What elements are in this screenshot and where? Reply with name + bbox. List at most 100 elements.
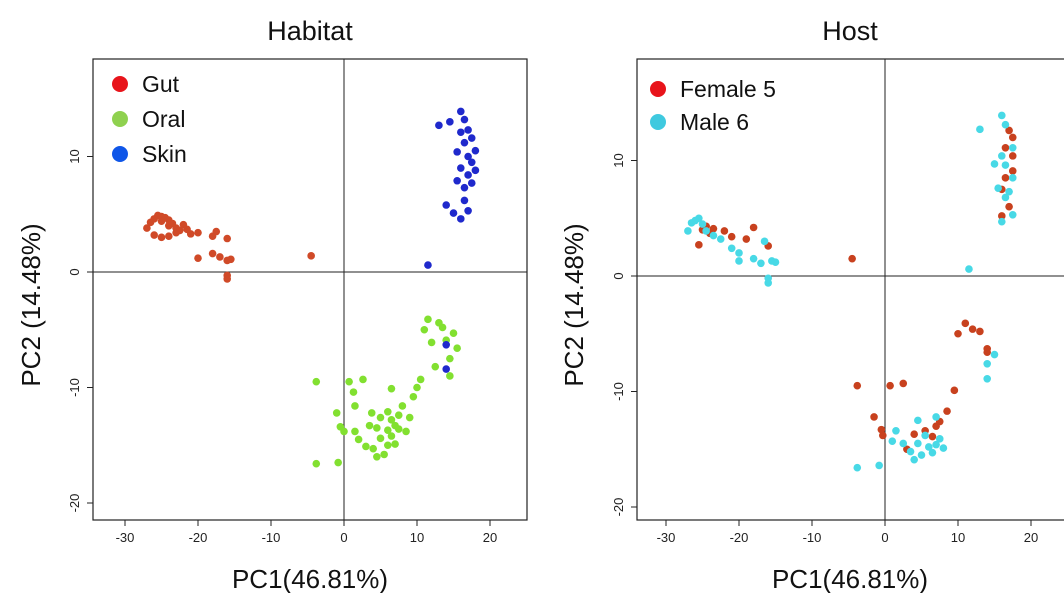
data-point (968, 325, 977, 333)
y-tick-label: 10 (67, 149, 82, 163)
data-point (998, 152, 1006, 160)
data-point (720, 227, 729, 235)
data-point (899, 379, 908, 388)
data-point (695, 214, 703, 223)
data-point (460, 138, 469, 147)
legend-marker (112, 76, 128, 92)
data-point (917, 451, 926, 459)
data-point (848, 254, 856, 263)
x-axis-label: PC1(46.81%) (772, 564, 928, 593)
data-point (431, 362, 440, 371)
data-point (143, 224, 151, 232)
y-tick-label: 10 (611, 153, 626, 167)
data-point (1001, 174, 1010, 182)
data-point (446, 118, 454, 126)
data-point (442, 201, 451, 209)
data-point (365, 421, 374, 430)
data-point (943, 407, 951, 415)
legend-label: Male 6 (680, 109, 749, 135)
x-tick-label: -10 (262, 530, 281, 545)
data-point (771, 258, 780, 266)
data-point (464, 152, 472, 161)
y-tick-label: -10 (611, 382, 626, 401)
x-tick-label: 0 (881, 530, 888, 545)
x-tick-label: 20 (1024, 530, 1038, 545)
data-point (471, 166, 480, 175)
data-point (983, 374, 991, 383)
data-point (340, 427, 348, 436)
legend-label: Female 5 (680, 76, 776, 102)
data-point (742, 235, 751, 243)
x-tick-label: 20 (483, 530, 497, 545)
legend: Gut Oral Skin (112, 71, 187, 167)
data-point (749, 223, 758, 232)
data-point (709, 231, 718, 240)
data-point (212, 227, 221, 236)
data-point (394, 425, 403, 433)
data-point (1008, 174, 1017, 182)
data-point (467, 179, 476, 187)
data-point (384, 441, 392, 450)
data-point (760, 237, 769, 246)
data-point (157, 233, 166, 242)
data-point (939, 444, 948, 452)
x-tick-label: -30 (116, 530, 135, 545)
data-point (1008, 210, 1017, 219)
data-point (362, 442, 370, 451)
data-point (409, 392, 418, 401)
y-axis-label: PC2 (14.48%) (559, 223, 589, 386)
data-point (312, 377, 321, 386)
data-point (998, 212, 1006, 220)
data-point (914, 416, 922, 425)
data-point (1008, 152, 1017, 160)
data-point (384, 426, 392, 435)
data-point (870, 413, 878, 421)
y-tick-label: 0 (67, 268, 82, 275)
data-point (1005, 126, 1013, 135)
data-point (453, 176, 461, 185)
data-point (954, 329, 962, 338)
data-point (910, 430, 918, 439)
data-point (420, 325, 429, 334)
data-point (709, 224, 718, 233)
data-point (899, 439, 908, 448)
y-axis-label: PC2 (14.48%) (16, 223, 46, 386)
data-point (405, 413, 414, 422)
data-point (367, 409, 376, 417)
data-point (457, 107, 465, 116)
x-axis-label: PC1(46.81%) (232, 564, 388, 593)
legend-label: Skin (142, 141, 187, 167)
data-point (735, 257, 743, 265)
y-tick-label: -20 (611, 498, 626, 517)
data-point (702, 227, 710, 235)
data-point (1001, 161, 1010, 169)
data-point (727, 232, 736, 241)
data-point (172, 228, 180, 237)
data-point (853, 381, 862, 390)
data-point (950, 386, 959, 395)
data-point (935, 435, 944, 443)
legend-label: Oral (142, 106, 185, 132)
data-point (976, 327, 984, 336)
data-point (698, 220, 707, 228)
data-point (380, 450, 388, 459)
x-tick-label: -10 (803, 530, 822, 545)
data-point (373, 424, 381, 432)
data-point (464, 126, 472, 134)
data-point (424, 261, 432, 269)
data-point (764, 279, 772, 287)
series-skin (424, 107, 480, 373)
data-point (345, 377, 353, 386)
data-point (354, 435, 363, 444)
series-female-5 (695, 126, 1017, 454)
data-point (416, 375, 425, 384)
data-point (165, 232, 173, 240)
data-point (449, 329, 458, 338)
data-point (391, 440, 399, 448)
data-point (402, 427, 410, 436)
x-tick-label: 10 (951, 530, 965, 545)
chart-title: Habitat (267, 16, 353, 46)
data-point (998, 217, 1006, 226)
data-point (376, 434, 385, 443)
